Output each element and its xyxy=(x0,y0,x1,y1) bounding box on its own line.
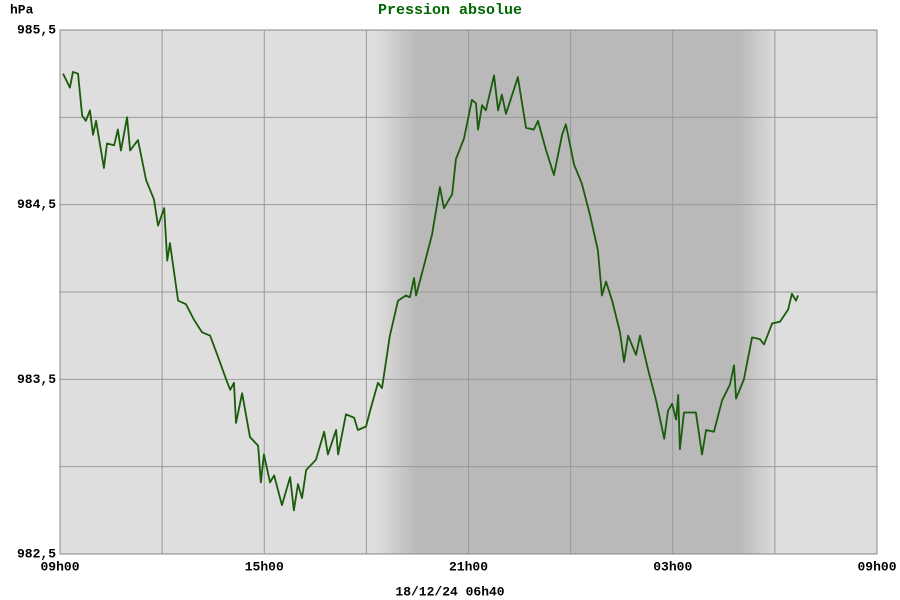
chart-title: Pression absolue xyxy=(378,2,522,19)
x-axis-label: 18/12/24 06h40 xyxy=(395,584,504,599)
x-tick-label: 03h00 xyxy=(653,559,692,574)
x-tick-label: 21h00 xyxy=(449,559,488,574)
y-tick-label: 983,5 xyxy=(17,372,56,387)
data-line xyxy=(62,71,799,512)
y-axis-label: hPa xyxy=(10,2,34,17)
y-tick-label: 984,5 xyxy=(17,197,56,212)
x-tick-label: 09h00 xyxy=(40,559,79,574)
x-tick-label: 09h00 xyxy=(857,559,896,574)
y-tick-label: 985,5 xyxy=(17,22,56,37)
x-tick-label: 15h00 xyxy=(245,559,284,574)
y-tick-label: 982,5 xyxy=(17,546,56,561)
plot-border xyxy=(59,29,878,555)
